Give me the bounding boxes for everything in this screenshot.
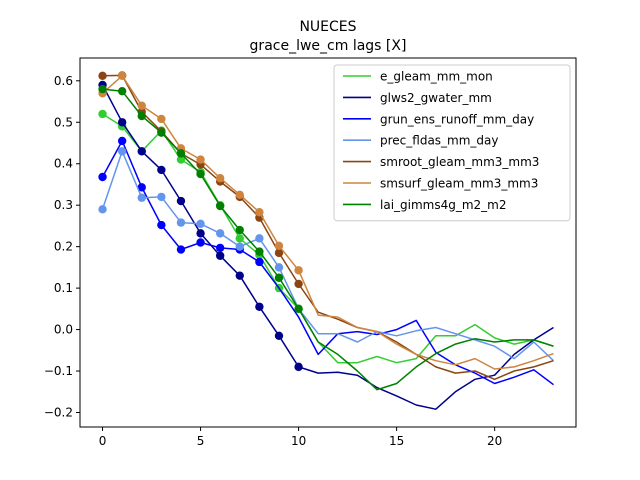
series-point-0-0 — [98, 109, 107, 119]
series-point-3-8 — [255, 234, 264, 243]
y-tick-label-8: 0.6 — [54, 74, 73, 88]
y-tick-label-1: −0.1 — [44, 364, 73, 378]
series-point-3-0 — [98, 205, 107, 214]
series-point-1-7 — [235, 271, 244, 280]
series-point-2-3 — [157, 220, 166, 230]
series-point-1-5 — [196, 229, 205, 238]
series-point-2-2 — [137, 183, 146, 192]
series-point-2-8 — [255, 257, 264, 267]
series-point-5-1 — [117, 71, 127, 81]
series-point-4-9 — [274, 248, 284, 258]
y-tick-label-3: 0.1 — [54, 281, 73, 295]
series-point-1-2 — [137, 147, 146, 156]
series-point-1-9 — [274, 331, 284, 340]
chart-title: NUECES — [299, 19, 356, 35]
x-tick-label-4: 20 — [487, 434, 502, 448]
series-line-5 — [102, 75, 554, 370]
series-point-2-1 — [117, 136, 127, 146]
series-point-5-7 — [235, 190, 244, 200]
series-point-4-0 — [98, 71, 107, 81]
series-point-2-5 — [196, 238, 205, 247]
legend-label-5: smsurf_gleam_mm3_mm3 — [380, 177, 538, 191]
y-tick-label-4: 0.2 — [54, 240, 73, 254]
series-point-0-7 — [235, 234, 244, 243]
series-point-2-0 — [98, 172, 107, 182]
legend-label-6: lai_gimms4g_m2_m2 — [380, 198, 507, 212]
series-point-5-2 — [137, 101, 146, 110]
series-point-3-6 — [215, 229, 225, 238]
series-line-1 — [101, 84, 554, 410]
series-point-6-7 — [235, 225, 244, 235]
series-point-4-10 — [294, 279, 303, 289]
legend-label-4: smroot_gleam_mm3_mm3 — [380, 155, 539, 169]
legend-label-0: e_gleam_mm_mon — [380, 70, 493, 84]
series-point-1-1 — [117, 118, 127, 127]
series-point-1-6 — [215, 251, 225, 260]
plot-area — [98, 71, 555, 410]
series-line-6 — [102, 88, 554, 391]
x-tick-label-1: 5 — [197, 434, 205, 448]
series-point-5-9 — [274, 241, 284, 251]
series-point-6-1 — [117, 86, 127, 96]
x-tick-label-0: 0 — [99, 434, 107, 448]
legend-label-1: glws2_gwater_mm — [380, 91, 492, 105]
series-point-1-8 — [255, 302, 264, 311]
series-point-6-3 — [157, 128, 166, 137]
series-point-6-5 — [196, 169, 205, 179]
x-tick-label-2: 10 — [291, 434, 306, 448]
legend-label-2: grun_ens_runoff_mm_day — [380, 112, 534, 126]
y-tick-label-5: 0.3 — [54, 198, 73, 212]
legend-box — [333, 64, 571, 222]
y-tick-label-6: 0.4 — [54, 157, 73, 171]
series-point-1-10 — [294, 362, 303, 372]
y-tick-label-7: 0.5 — [54, 115, 73, 129]
series-line-3 — [101, 150, 555, 362]
series-point-6-2 — [137, 111, 146, 121]
x-tick-label-3: 15 — [389, 434, 404, 448]
series-point-3-7 — [235, 242, 244, 251]
series-point-5-10 — [294, 266, 303, 275]
axes: 0 5 10 15 20 −0.2 −0.1 0.0 0.1 0.2 0.3 0.4 0.5 0.6 — [44, 57, 577, 448]
series-point-6-4 — [176, 149, 186, 158]
legend: e_gleam_mm_mon glws2_gwater_mm grun_ens_ru… — [333, 64, 571, 222]
plot-frame — [79, 57, 577, 428]
series-point-3-4 — [176, 218, 186, 227]
series-point-6-9 — [274, 273, 284, 282]
series-point-3-3 — [157, 192, 166, 202]
series-point-5-3 — [157, 114, 166, 124]
series-point-3-9 — [274, 263, 284, 272]
chart-subtitle: grace_lwe_cm lags [X] — [250, 38, 407, 54]
y-tick-label-0: −0.2 — [44, 405, 73, 419]
series-point-6-0 — [98, 84, 107, 94]
series-point-2-4 — [176, 245, 186, 254]
y-tick-label-2: 0.0 — [54, 323, 73, 337]
series-point-3-2 — [137, 193, 146, 202]
series-point-1-3 — [157, 165, 166, 175]
series-point-6-8 — [255, 247, 264, 256]
series-point-5-8 — [255, 208, 264, 217]
legend-label-3: prec_fldas_mm_day — [380, 134, 499, 148]
series-point-2-6 — [215, 243, 225, 253]
series-point-5-5 — [196, 155, 205, 164]
series-line-2 — [101, 140, 554, 386]
series-point-6-6 — [215, 201, 225, 211]
series-point-5-6 — [215, 174, 225, 183]
series-point-0-4 — [176, 155, 186, 164]
series-point-1-4 — [176, 196, 186, 206]
series-point-3-5 — [196, 219, 205, 229]
series-point-3-1 — [117, 147, 127, 156]
series-point-6-10 — [294, 304, 303, 314]
